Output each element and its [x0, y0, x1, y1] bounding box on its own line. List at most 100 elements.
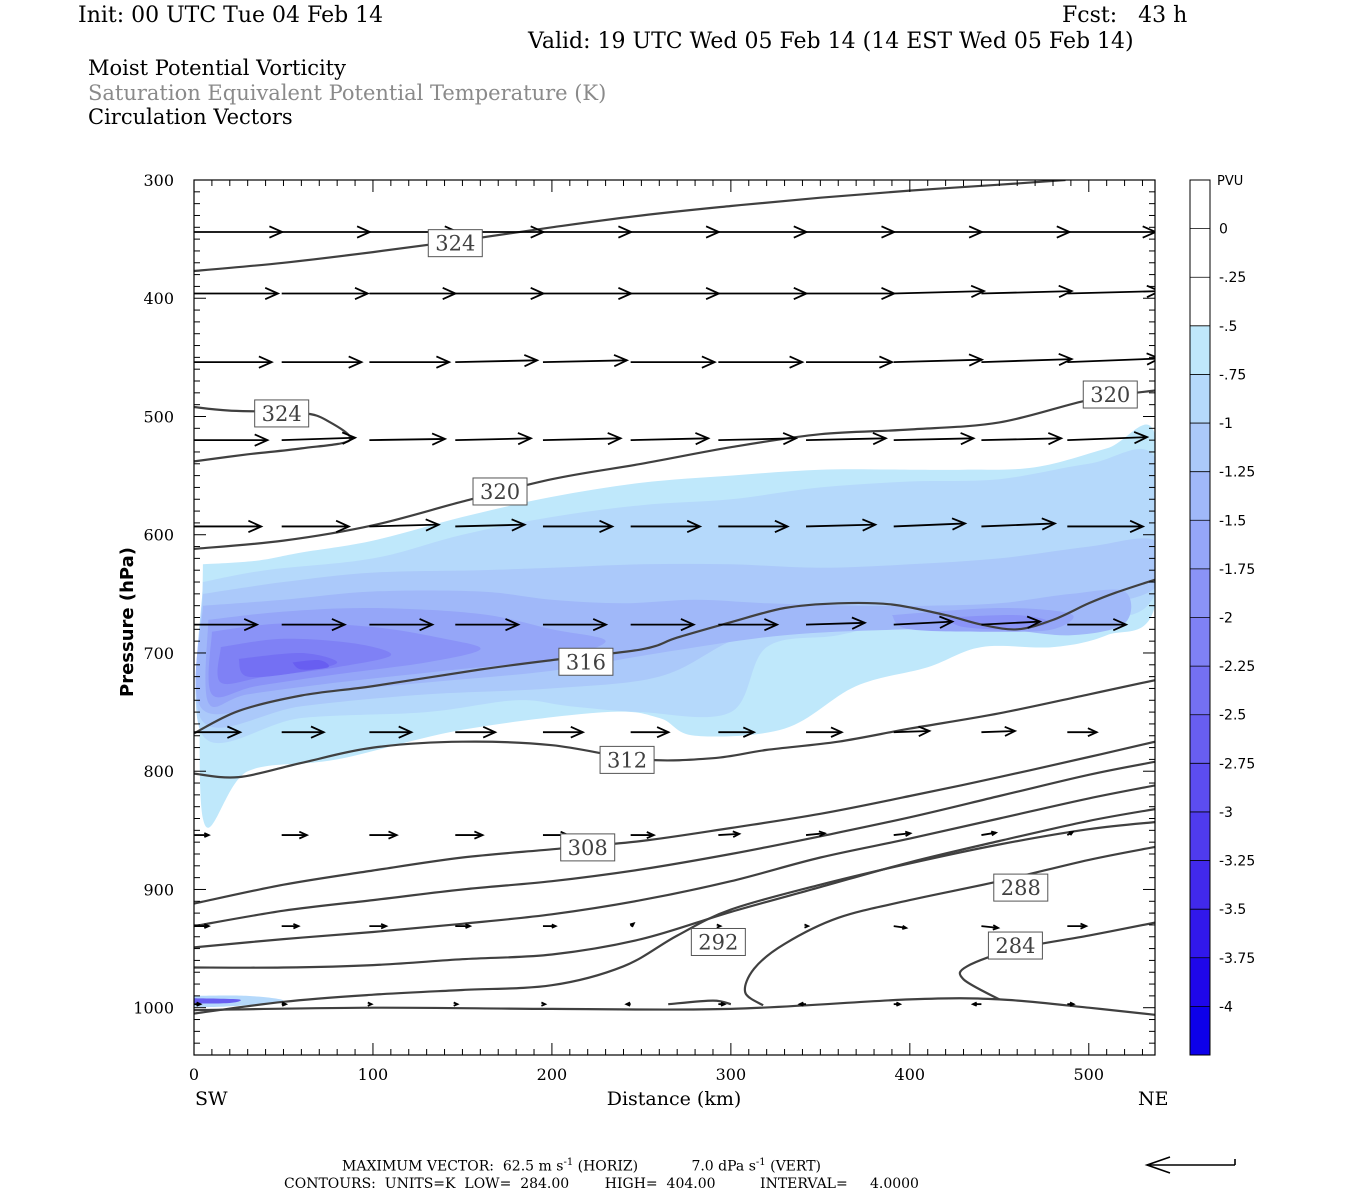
- circulation-vector: [194, 832, 211, 838]
- vector-head: [474, 830, 485, 840]
- circulation-vector: [542, 725, 586, 739]
- circulation-vector: [630, 831, 657, 840]
- colorbar-swatch: [1190, 909, 1210, 959]
- contour-info: CONTOURS: UNITS=K LOW= 284.00 HIGH= 404.…: [284, 1176, 919, 1192]
- circulation-vector: [542, 286, 634, 301]
- circulation-vector: [718, 286, 809, 301]
- forecast-hour: Fcst: 43 h: [1062, 3, 1188, 28]
- circulation-vector: [718, 225, 809, 239]
- circulation-vector: [281, 355, 364, 369]
- circulation-vector: [281, 618, 347, 632]
- theta-es-contour-line: [194, 180, 1066, 273]
- circulation-vector: [1067, 519, 1146, 534]
- contour-label-text: 284: [995, 934, 1035, 958]
- vector-shaft: [369, 438, 445, 442]
- circulation-vector: [453, 1001, 460, 1007]
- vector-shaft: [806, 523, 876, 528]
- x-tick-label: 0: [189, 1065, 199, 1084]
- contour-label-text: 320: [480, 480, 520, 504]
- circulation-vector: [629, 921, 636, 928]
- valid-time: Valid: 19 UTC Wed 05 Feb 14 (14 EST Wed …: [528, 29, 1134, 54]
- vector-shaft: [981, 358, 1072, 363]
- vector-head: [505, 618, 521, 632]
- circulation-vector: [630, 726, 671, 739]
- vector-head: [646, 831, 657, 840]
- vector-head: [517, 432, 534, 446]
- circulation-vector: [194, 433, 270, 447]
- y-tick-label: 500: [143, 407, 174, 426]
- vector-head: [830, 726, 844, 738]
- contour-label: 324: [254, 399, 310, 428]
- circulation-vector: [630, 286, 722, 301]
- vector-shaft: [981, 730, 1016, 734]
- circulation-vector: [369, 725, 414, 739]
- circulation-vector: [281, 923, 301, 930]
- vector-head: [482, 725, 498, 739]
- circulation-vector: [194, 618, 260, 632]
- vector-head: [298, 830, 310, 840]
- axis-ticks-layer: 300 400 500 600 700 800 900 1000 0 100 200 300 400 50…: [133, 171, 1155, 1084]
- theta-es-contour-line: [194, 405, 352, 463]
- theta-es-contour-line: [194, 997, 1155, 1016]
- vector-shaft: [1067, 357, 1155, 363]
- contour-label-box: [690, 927, 746, 956]
- contour-labels-layer: 324 324 320 320 316 312 308 288 292 284: [254, 229, 1138, 960]
- vector-head: [570, 725, 586, 739]
- circulation-vector: [455, 725, 498, 739]
- vector-head: [592, 618, 609, 632]
- vector-head: [782, 432, 799, 446]
- vector-head: [629, 921, 636, 928]
- colorbar-label: -3.25: [1219, 854, 1255, 870]
- theta-es-contour-line: [194, 578, 1155, 735]
- colorbar-swatch: [1190, 423, 1210, 473]
- circulation-vector: [630, 618, 696, 632]
- circulation-vector: [718, 618, 780, 632]
- colorbar-label: -2.5: [1219, 708, 1246, 724]
- circulation-vector: [893, 284, 987, 299]
- vector-head: [380, 923, 389, 930]
- vector-head: [264, 286, 281, 301]
- circulation-vectors-layer: [194, 225, 1155, 1007]
- colorbar-swatch: [1190, 180, 1210, 230]
- colorbar-swatch: [1190, 811, 1210, 862]
- y-tick-label: 800: [143, 762, 174, 781]
- circulation-vector: [893, 1001, 903, 1007]
- vector-head: [335, 519, 352, 534]
- vector-head: [968, 353, 985, 367]
- circulation-vector: [455, 618, 521, 632]
- circulation-vector: [718, 519, 790, 534]
- circulation-vector: [369, 518, 441, 532]
- circulation-vector: [281, 431, 358, 445]
- max-horiz-unit: (HORIZ): [573, 1158, 639, 1175]
- vector-shaft: [455, 523, 525, 528]
- vector-shaft: [455, 359, 538, 363]
- pv-shade-region: [238, 652, 338, 678]
- vector-head: [818, 830, 828, 838]
- colorbar-label: -1.25: [1219, 465, 1255, 481]
- circulation-vector: [718, 830, 742, 838]
- contour-label-box: [599, 745, 655, 774]
- vector-head: [764, 618, 780, 632]
- vector-shaft: [455, 437, 531, 442]
- y-tick-label: 700: [143, 644, 174, 663]
- vector-head: [1112, 618, 1129, 632]
- contour-label-text: 312: [607, 748, 647, 772]
- circulation-vector: [806, 286, 897, 301]
- circulation-vector: [367, 1001, 374, 1007]
- colorbar-swatch: [1190, 520, 1210, 570]
- vector-head: [523, 354, 540, 368]
- colorbar-unit: PVU: [1217, 174, 1243, 189]
- colorbar-swatch: [1190, 374, 1210, 424]
- vector-shaft: [542, 437, 621, 442]
- vector-head: [862, 518, 878, 532]
- theta-es-contour-line: [194, 784, 1155, 949]
- circulation-vector: [281, 1001, 289, 1007]
- vector-head: [680, 618, 696, 632]
- vector-head: [341, 431, 358, 445]
- vector-head: [1087, 727, 1099, 738]
- circulation-vector: [194, 355, 274, 369]
- circulation-vector: [1067, 1001, 1076, 1007]
- vector-head: [599, 519, 615, 534]
- vector-shaft: [1067, 290, 1155, 295]
- theta-es-contours-layer: [194, 180, 1155, 1016]
